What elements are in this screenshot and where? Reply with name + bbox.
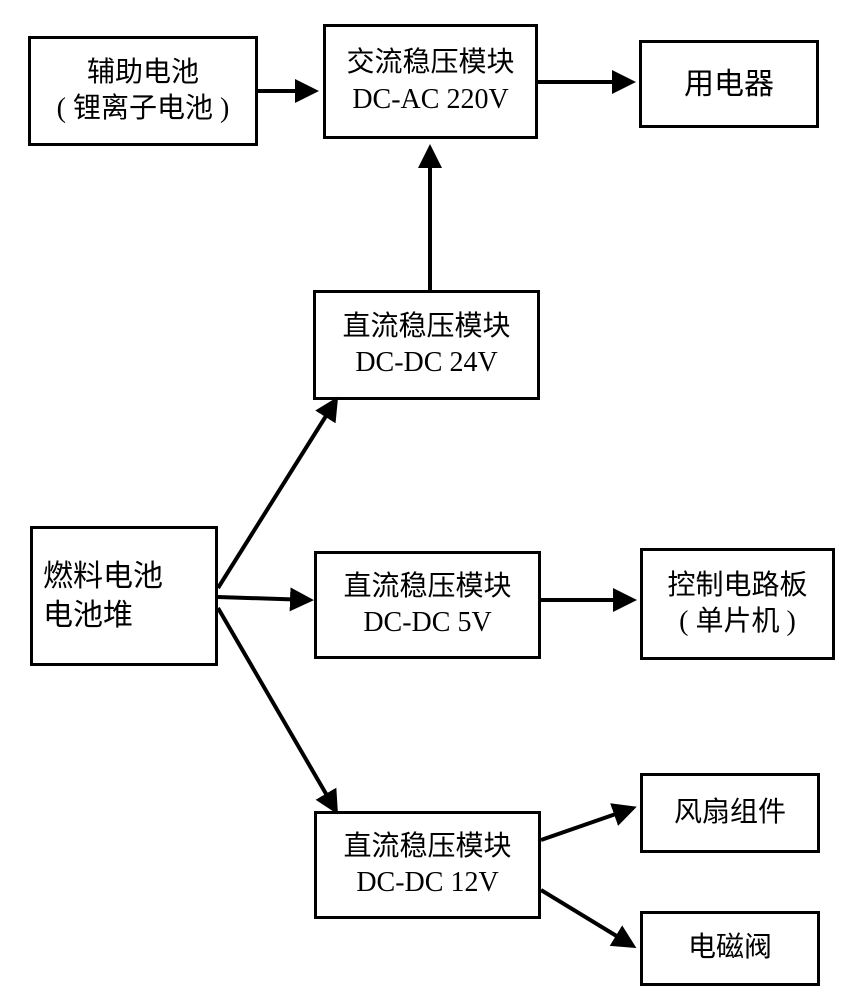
- node-label: ( 锂离子电池 ): [57, 91, 230, 127]
- node-ctrl-board: 控制电路板 ( 单片机 ): [640, 548, 835, 660]
- node-label: DC-AC 220V: [352, 82, 508, 118]
- node-valve: 电磁阀: [640, 911, 820, 986]
- node-label: 电池堆: [43, 596, 133, 635]
- node-label: 风扇组件: [674, 795, 786, 831]
- node-fan: 风扇组件: [640, 773, 820, 853]
- node-dcac: 交流稳压模块 DC-AC 220V: [323, 24, 538, 139]
- node-label: 交流稳压模块: [346, 45, 514, 81]
- node-label: DC-DC 12V: [356, 865, 498, 901]
- node-label: 控制电路板: [667, 568, 807, 604]
- node-label: DC-DC 24V: [355, 345, 497, 381]
- node-label: 直流稳压模块: [342, 309, 510, 345]
- node-appliance: 用电器: [639, 40, 819, 128]
- node-dcdc5: 直流稳压模块 DC-DC 5V: [314, 551, 541, 659]
- node-label: 用电器: [684, 65, 774, 104]
- node-aux-battery: 辅助电池 ( 锂离子电池 ): [28, 36, 258, 146]
- node-label: 电磁阀: [688, 930, 772, 966]
- node-label: ( 单片机 ): [679, 604, 796, 640]
- edge-arrow: [541, 808, 633, 840]
- edge-arrow: [218, 597, 310, 600]
- node-label: 燃料电池: [43, 557, 163, 596]
- node-fuel-cell: 燃料电池 电池堆: [30, 526, 218, 666]
- node-label: 直流稳压模块: [343, 829, 511, 865]
- node-dcdc12: 直流稳压模块 DC-DC 12V: [314, 811, 541, 919]
- node-label: 辅助电池: [87, 55, 199, 91]
- node-dcdc24: 直流稳压模块 DC-DC 24V: [313, 290, 540, 400]
- edge-arrow: [541, 890, 633, 946]
- node-label: DC-DC 5V: [363, 605, 491, 641]
- node-label: 直流稳压模块: [343, 569, 511, 605]
